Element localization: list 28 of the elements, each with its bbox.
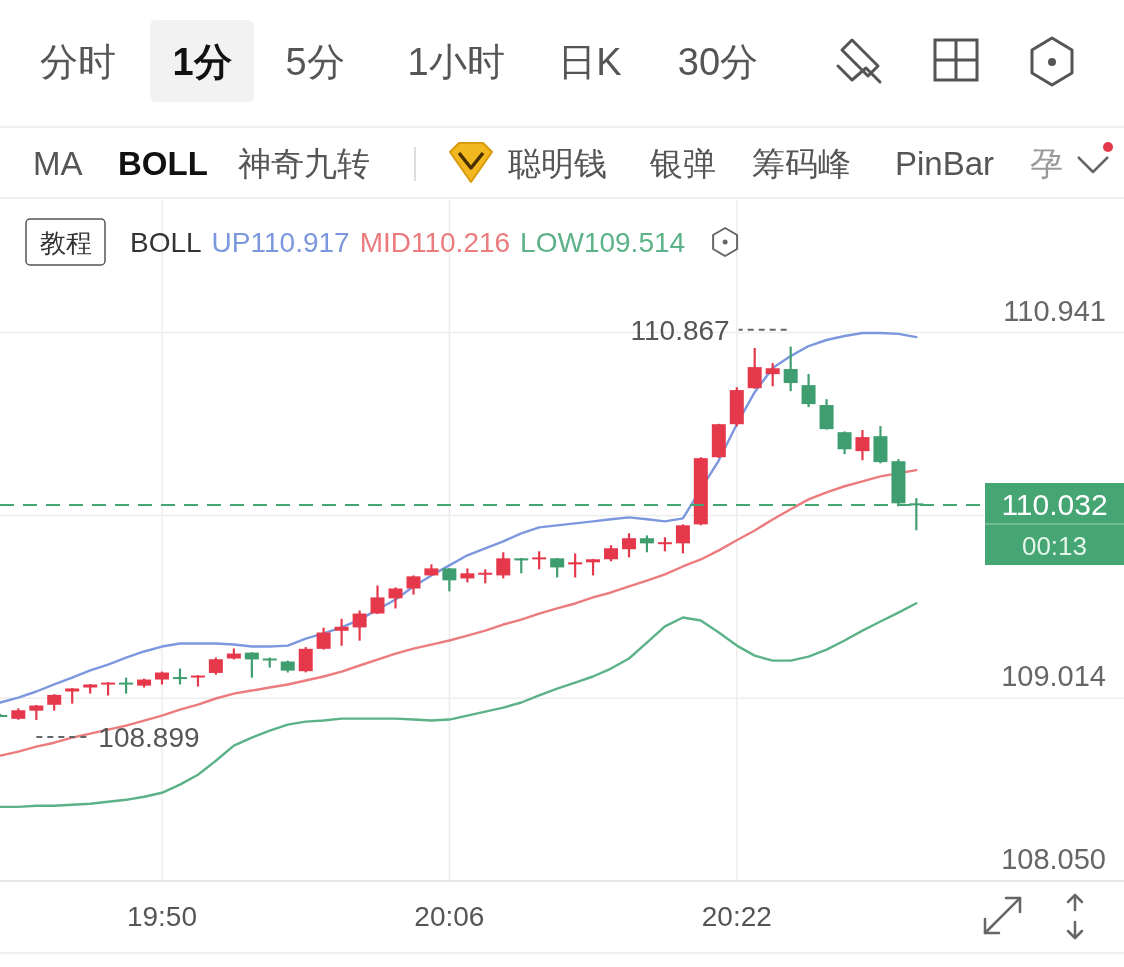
annotation: 00:13 bbox=[1021, 531, 1088, 562]
text: 30分 bbox=[677, 41, 759, 83]
text: 银弹 bbox=[649, 145, 716, 182]
legend: BOLL UP110.917 MID110.216 LOW109.514 bbox=[130, 227, 686, 258]
text: 1分 bbox=[172, 41, 232, 83]
y-tick-label: 109.014 bbox=[1001, 660, 1106, 693]
text: BOLL bbox=[118, 145, 208, 182]
y-tick-label: 108.050 bbox=[1001, 843, 1106, 875]
x-tick-label: 20:22 bbox=[701, 901, 772, 932]
text: 筹码峰 bbox=[752, 145, 851, 182]
annotation: 110.867 bbox=[630, 314, 730, 346]
text: 聪明钱 bbox=[508, 145, 607, 182]
annotation: 108.899 bbox=[98, 721, 200, 753]
text: 日K bbox=[558, 41, 622, 83]
y-tick-label: 110.941 bbox=[1003, 294, 1106, 327]
text: 5分 bbox=[285, 41, 345, 83]
text: 孕 bbox=[1030, 145, 1063, 182]
text: PinBar bbox=[895, 145, 995, 182]
text: 分时 bbox=[40, 41, 116, 83]
text: 1小时 bbox=[407, 41, 505, 83]
price-box: 110.032 00:13 bbox=[984, 483, 1124, 566]
x-tick-label: 20:06 bbox=[414, 901, 485, 932]
tutorial-button: 教程 bbox=[25, 218, 106, 266]
x-tick-label: 19:50 bbox=[126, 901, 198, 932]
ref-line-label: 110.032 bbox=[1001, 488, 1108, 522]
text: 神奇九转 bbox=[238, 145, 370, 182]
annotation: 教程 bbox=[39, 228, 92, 258]
text: MA bbox=[33, 145, 83, 182]
